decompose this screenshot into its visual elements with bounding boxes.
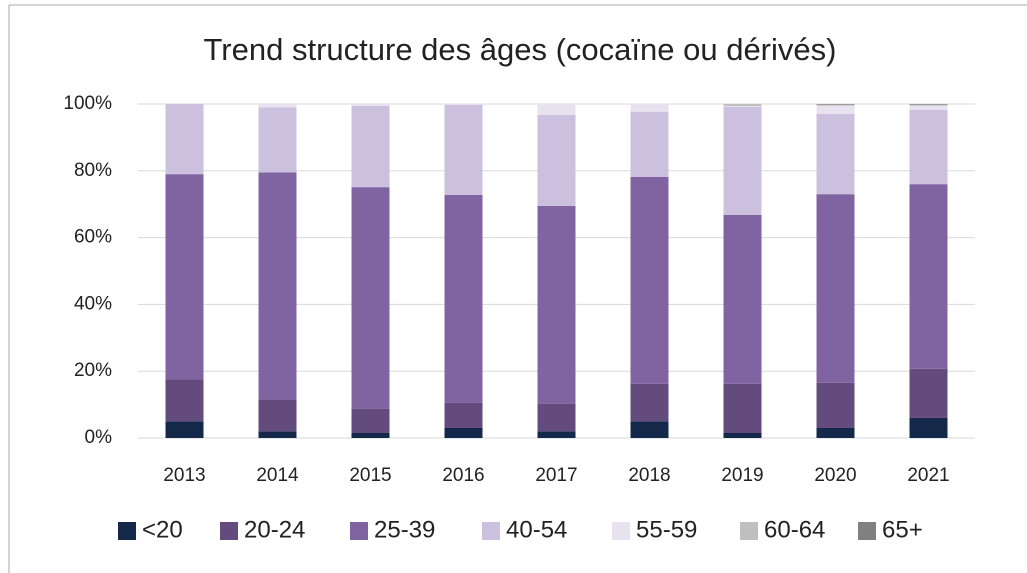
y-tick-label: 0% [85,427,113,448]
bar-segment [909,368,948,418]
bar-segment [444,104,483,195]
y-tick-label: 100% [63,93,112,114]
bar-segment [258,104,297,108]
bar-segment [351,432,390,438]
bar-segment [258,107,297,173]
bar-segment [537,403,576,432]
bar-segment [165,174,204,380]
legend-swatch [740,522,758,540]
bar-segment [351,187,390,409]
legend-label: 60-64 [764,516,825,543]
legend-label: 40-54 [506,516,567,543]
bar-segment [444,427,483,438]
bar-segment [537,104,576,116]
bar-segment [444,402,483,428]
x-tick-label: 2016 [442,465,484,486]
legend-label: 25-39 [374,516,435,543]
bar-segment [444,103,483,105]
bar-segment [165,421,204,438]
bar-segment [723,106,762,108]
y-tick-label: 80% [74,160,112,181]
x-tick-label: 2017 [535,465,577,486]
bar-segment [165,379,204,422]
bar-segment [258,431,297,438]
bar-segment [723,432,762,438]
bar-segment [816,427,855,438]
bar-segment [816,114,855,195]
bar-segment [909,104,948,105]
x-tick-label: 2013 [163,465,205,486]
bar-segment [537,115,576,206]
bar-segment [909,184,948,369]
legend-label: 55-59 [636,516,697,543]
bar-segment [909,104,948,106]
bar-segment [630,421,669,438]
x-tick-label: 2014 [256,465,299,486]
bar-segment [351,104,390,107]
bar-segment [537,205,576,404]
x-tick-label: 2019 [721,465,763,486]
legend-label: <20 [142,516,183,543]
bar-segment [630,103,669,112]
bar-segment [816,194,855,383]
bar-segment [258,172,297,400]
bar-segment [816,104,855,106]
legend-swatch [350,522,368,540]
bar-segment [816,382,855,428]
bar-segment [258,399,297,432]
legend-swatch [482,522,500,540]
bar-segment [630,176,669,384]
legend-swatch [612,522,630,540]
y-tick-label: 60% [74,227,112,248]
bar-segment [444,194,483,403]
bar-segment [816,105,855,115]
legend-label: 20-24 [244,516,305,543]
bar-segment [816,104,855,105]
chart-title: Trend structure des âges (cocaïne ou dér… [204,32,837,67]
legend-swatch [220,522,238,540]
legend-label: 65+ [882,516,923,543]
bar-segment [165,104,204,175]
bar-segment [909,110,948,185]
bar-segment [630,383,669,422]
bar-segment [630,111,669,177]
x-tick-label: 2018 [628,465,670,486]
bar-segment [351,106,390,188]
x-tick-label: 2015 [349,465,391,486]
y-tick-label: 40% [74,293,112,314]
bar-segment [723,383,762,433]
bar-segment [537,431,576,438]
x-tick-label: 2020 [814,465,856,486]
x-tick-label: 2021 [907,465,949,486]
legend-swatch [858,522,876,540]
bar-segment [351,408,390,433]
legend-swatch [118,522,136,540]
bar-segment [723,104,762,107]
bar-segment [909,105,948,111]
bar-segment [723,214,762,384]
y-tick-label: 20% [74,360,112,381]
bar-segment [723,107,762,215]
bar-segment [909,417,948,438]
